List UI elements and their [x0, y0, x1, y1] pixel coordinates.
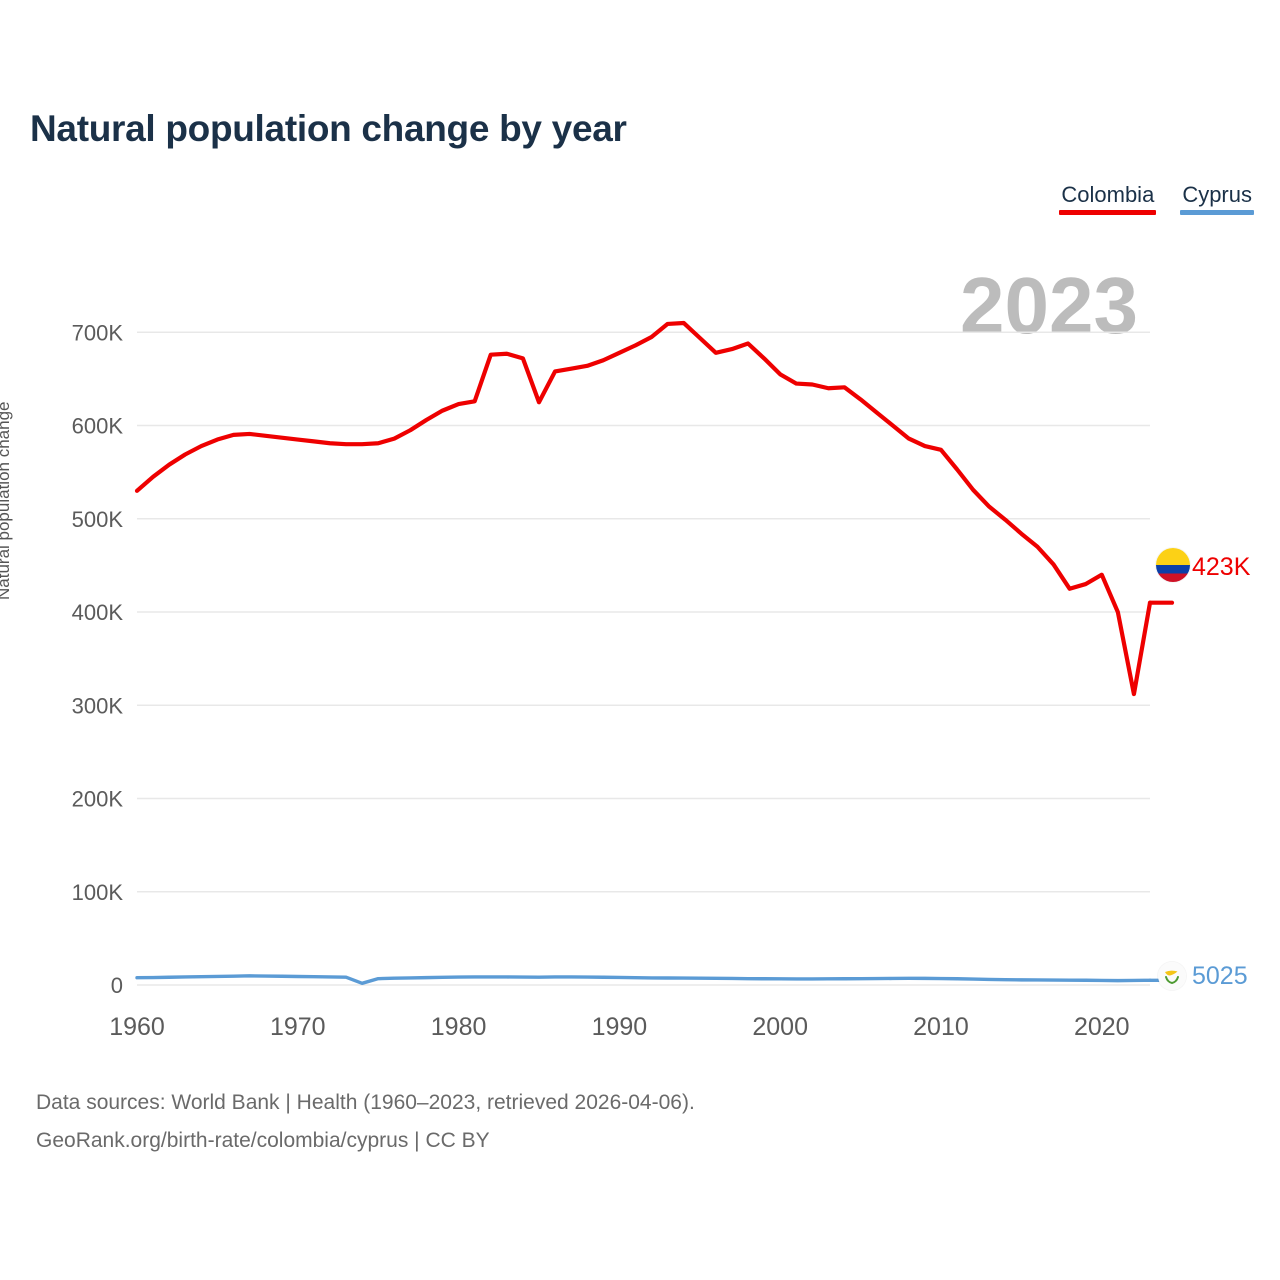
- y-axis-tick-label: 500K: [72, 507, 124, 532]
- x-axis-tick-label: 1990: [592, 1013, 648, 1040]
- x-axis-tick-label: 2010: [913, 1013, 969, 1040]
- legend-label-cyprus: Cyprus: [1182, 182, 1252, 207]
- legend-color-swatch-cyprus: [1180, 210, 1254, 215]
- colombia-end-value: 423K: [1192, 553, 1251, 581]
- footer-data-sources: Data sources: World Bank | Health (1960–…: [36, 1091, 695, 1114]
- series-line-colombia: [134, 320, 1153, 697]
- y-axis-tick-label: 400K: [72, 600, 124, 625]
- x-axis-tick-label: 2020: [1074, 1013, 1130, 1040]
- colombia-flag-icon: [1156, 548, 1190, 582]
- footer-url-license[interactable]: GeoRank.org/birth-rate/colombia/cyprus |…: [36, 1129, 490, 1152]
- chart-legend: Colombia Cyprus: [1059, 182, 1254, 215]
- chart-plot-area: 0 100K 200K 300K 400K 500K 600K 700K 1960 1970 198…: [0, 240, 1280, 1040]
- cyprus-flag-icon: [1158, 962, 1186, 990]
- cyprus-end-value: 5025: [1192, 962, 1248, 990]
- y-axis-tick-label: 0: [111, 973, 123, 998]
- x-axis-tick-label: 1970: [270, 1013, 326, 1040]
- y-axis-tick-label: 300K: [72, 693, 124, 718]
- legend-item-cyprus[interactable]: Cyprus: [1180, 182, 1254, 215]
- footer-attribution: Data sources: World Bank | Health (1960–…: [36, 1084, 695, 1160]
- line-chart-svg: 0 100K 200K 300K 400K 500K 600K 700K 1960 1970 198…: [72, 320, 1175, 1040]
- y-axis-tick-label: 700K: [72, 320, 124, 345]
- x-axis-tick-label: 1980: [431, 1013, 487, 1040]
- x-axis-tick-label: 1960: [109, 1013, 165, 1040]
- cyprus-flag-svg: [1158, 962, 1186, 990]
- legend-label-colombia: Colombia: [1061, 182, 1155, 207]
- y-axis-tick-label: 600K: [72, 414, 124, 439]
- y-axis-tick-label: 200K: [72, 787, 124, 812]
- y-axis-tick-label: 100K: [72, 880, 124, 905]
- legend-item-colombia[interactable]: Colombia: [1059, 182, 1157, 215]
- colombia-flag-svg: [1156, 548, 1190, 582]
- x-axis-tick-label: 2000: [752, 1013, 808, 1040]
- legend-color-swatch-colombia: [1059, 210, 1157, 215]
- series-line-cyprus: [135, 974, 1152, 986]
- page-title: Natural population change by year: [30, 108, 627, 149]
